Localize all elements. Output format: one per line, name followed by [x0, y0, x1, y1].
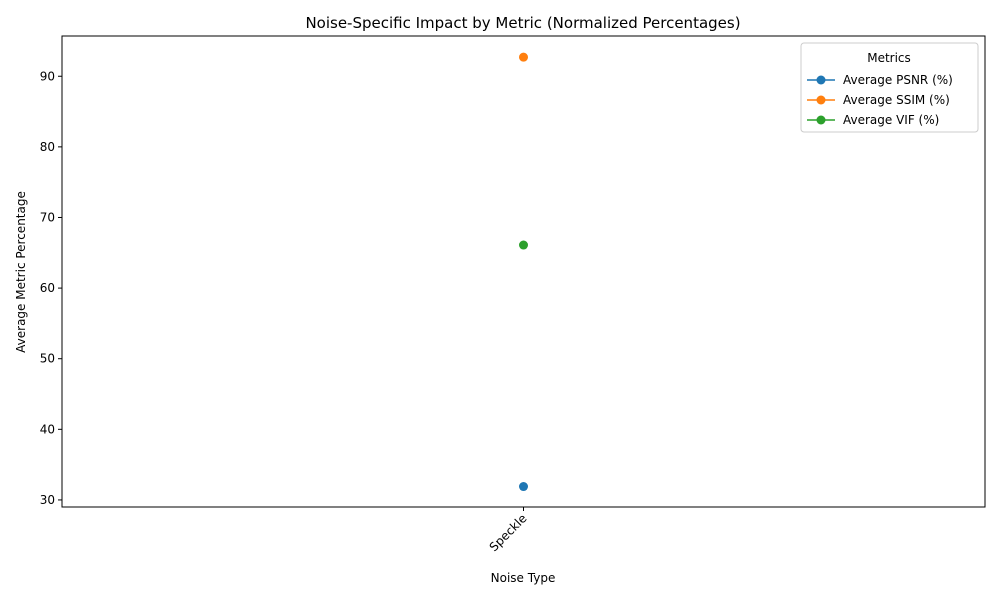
legend-title: Metrics: [867, 51, 911, 65]
x-axis-label: Noise Type: [491, 571, 556, 585]
legend-entry-label: Average SSIM (%): [843, 93, 950, 107]
y-axis-label: Average Metric Percentage: [14, 191, 28, 353]
legend-swatch-marker: [816, 75, 826, 85]
y-tick-label: 90: [40, 69, 55, 83]
data-point: [519, 482, 528, 492]
y-tick-label: 80: [40, 140, 55, 154]
legend-entry-label: Average VIF (%): [843, 113, 939, 127]
y-tick-label: 30: [40, 493, 55, 507]
y-tick-label: 50: [40, 352, 55, 366]
legend: Metrics Average PSNR (%) Average SSIM (%)…: [800, 42, 979, 133]
legend-box: [800, 42, 979, 133]
data-point: [519, 240, 528, 250]
legend-swatch-marker: [816, 95, 826, 105]
series-layer: [519, 52, 528, 492]
chart-title: Noise-Specific Impact by Metric (Normali…: [305, 14, 740, 32]
data-point: [519, 52, 528, 62]
y-tick-label: 70: [40, 210, 55, 224]
legend-swatch-marker: [816, 115, 826, 125]
y-tick-label: 40: [40, 422, 55, 436]
y-tick-label: 60: [40, 281, 55, 295]
y-axis: 30 40 50 60 70 80 90: [40, 69, 62, 507]
legend-entry-label: Average PSNR (%): [843, 73, 953, 87]
